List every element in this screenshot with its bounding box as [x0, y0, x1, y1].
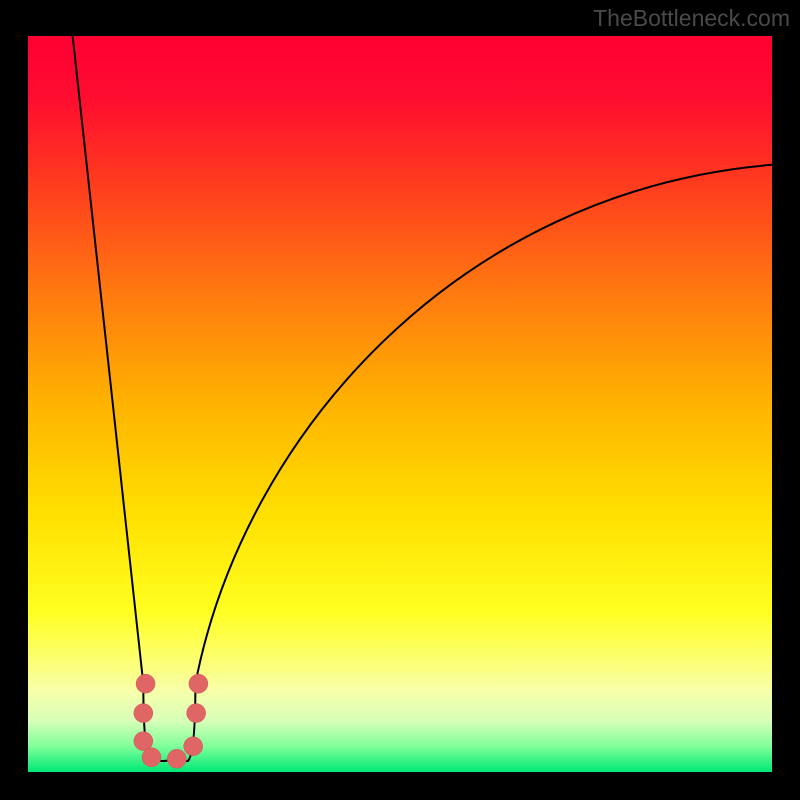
data-marker: [184, 737, 203, 756]
attribution-label: TheBottleneck.com: [593, 5, 790, 32]
plot-area: [28, 36, 772, 772]
data-marker: [142, 748, 161, 767]
data-marker: [189, 674, 208, 693]
data-marker: [134, 704, 153, 723]
chart-svg: [28, 36, 772, 772]
data-marker: [136, 674, 155, 693]
data-marker: [167, 749, 186, 768]
gradient-background: [28, 36, 772, 772]
data-marker: [187, 704, 206, 723]
